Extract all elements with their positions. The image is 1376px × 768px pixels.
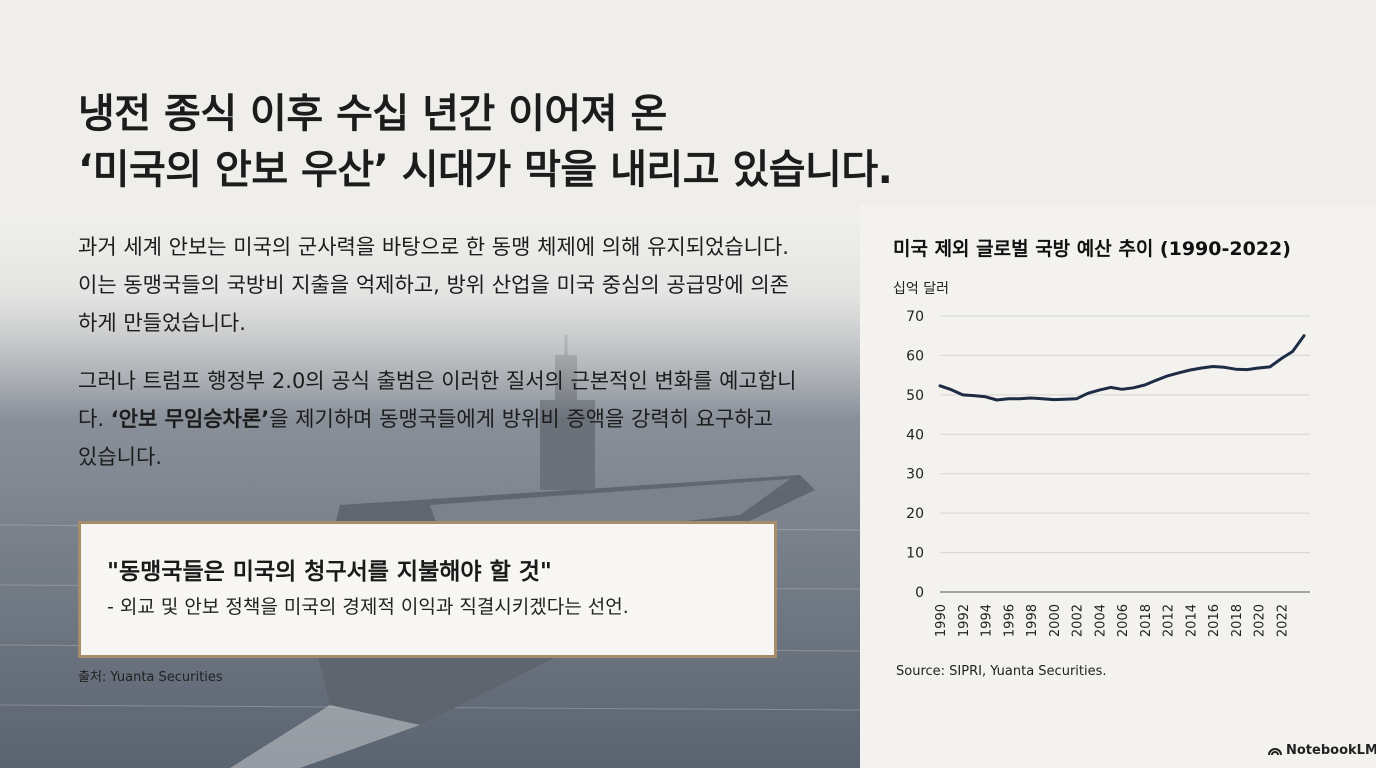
chart-title: 미국 제외 글로벌 국방 예산 추이 (1990-2022) (893, 238, 1291, 260)
page-title-line-2: ‘미국의 안보 우산’ 시대가 막을 내리고 있습니다. (78, 147, 893, 193)
x-tick-label: 2000 (1048, 604, 1063, 637)
x-tick-label: 2002 (1071, 604, 1086, 637)
x-tick-label: 1996 (1002, 604, 1017, 637)
x-tick-label: 2020 (1253, 604, 1268, 637)
defense-budget-line-chart: 0 10 20 30 40 50 60 70 1990 1992 1994 1996 1998 2000 2… (906, 309, 1310, 637)
y-tick-label: 70 (906, 309, 924, 325)
y-tick-label: 50 (906, 388, 924, 404)
free-rider-term: ‘안보 무임승차론’ (110, 407, 270, 431)
intro-paragraph: 과거 세계 안보는 미국의 군사력을 바탕으로 한 동맹 체제에 의해 유지되었… (78, 235, 789, 335)
source-note-left: 출처: Yuanta Securities (78, 670, 223, 685)
y-tick-label: 10 (906, 546, 924, 562)
change-paragraph-text-2: 을 제기하며 동맹국들에게 방위비 증액을 강력히 요구하고 있습니다. (78, 407, 773, 469)
y-axis-unit-label: 십억 달러 (893, 281, 949, 297)
y-tick-label: 30 (906, 467, 924, 483)
change-paragraph-text-1: 그러나 트럼프 행정부 2.0의 공식 출범은 이러한 질서의 근본적인 변화를… (78, 369, 797, 431)
x-tick-label: 2014 (1184, 604, 1199, 637)
page-title: 냉전 종식 이후 수십 년간 이어져 온 ‘미국의 안보 우산’ 시대가 막을 … (78, 86, 1078, 198)
x-tick-label: 2018 (1230, 604, 1245, 637)
source-note-right: Source: SIPRI, Yuanta Securities. (896, 664, 1107, 679)
x-tick-label: 1994 (980, 604, 995, 637)
notebooklm-logo-icon (1268, 747, 1282, 755)
y-tick-label: 20 (906, 506, 924, 522)
change-paragraph: 그러나 트럼프 행정부 2.0의 공식 출범은 이러한 질서의 근본적인 변화를… (78, 362, 798, 476)
x-tick-label: 2018 (1139, 604, 1154, 637)
series-line (938, 334, 1306, 402)
chart-panel (860, 205, 1376, 768)
x-tick-label: 2004 (1093, 604, 1108, 637)
x-tick-label: 2022 (1275, 604, 1290, 637)
x-tick-label: 1992 (957, 604, 972, 637)
brand-label: NotebookLM (1286, 743, 1376, 758)
x-tick-label: 2012 (1162, 604, 1177, 637)
notebooklm-brand: NotebookLM (1268, 743, 1376, 758)
x-tick-label: 1998 (1025, 604, 1040, 637)
y-tick-label: 0 (915, 585, 924, 601)
x-tick-label: 2006 (1116, 604, 1131, 637)
x-tick-label: 1990 (934, 604, 949, 637)
quote-text: "동맹국들은 미국의 청구서를 지불해야 할 것" (107, 559, 552, 585)
quote-explanation: - 외교 및 안보 정책을 미국의 경제적 이익과 직결시키겠다는 선언. (107, 596, 629, 618)
x-tick-label: 2016 (1207, 604, 1222, 637)
quote-box: "동맹국들은 미국의 청구서를 지불해야 할 것" - 외교 및 안보 정책을 … (78, 521, 777, 658)
y-tick-label: 40 (906, 427, 924, 443)
y-tick-label: 60 (906, 348, 924, 364)
page-title-line-1: 냉전 종식 이후 수십 년간 이어져 온 (78, 91, 667, 137)
